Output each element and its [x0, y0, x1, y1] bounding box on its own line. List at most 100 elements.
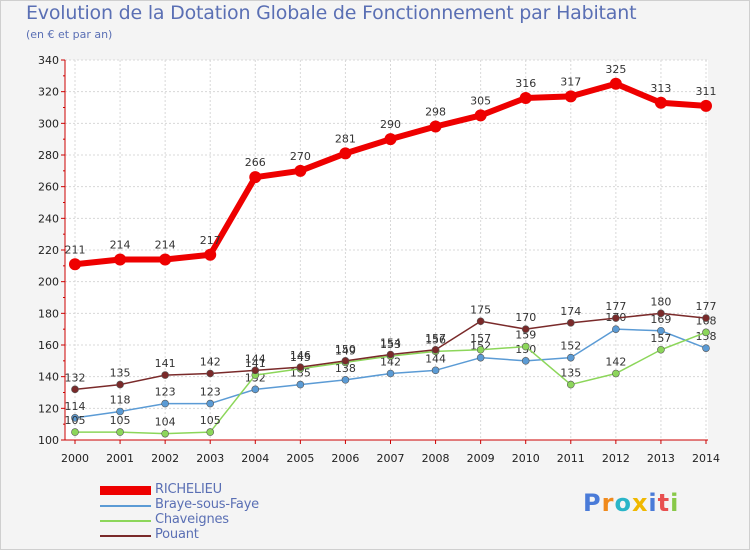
y-tick-label: 340 [38, 54, 59, 67]
y-tick-label: 240 [38, 212, 59, 225]
x-tick-label: 2007 [377, 452, 405, 465]
data-label: 123 [200, 386, 221, 399]
y-tick-label: 160 [38, 339, 59, 352]
data-point [700, 99, 712, 112]
data-label: 152 [560, 340, 581, 353]
x-tick-label: 2003 [196, 452, 224, 465]
data-label: 313 [650, 82, 671, 95]
y-tick-label: 120 [38, 402, 59, 415]
data-label: 141 [245, 357, 266, 370]
data-label: 214 [155, 239, 176, 252]
data-label: 175 [470, 303, 491, 316]
legend-swatch [100, 505, 151, 507]
y-tick-label: 100 [38, 434, 59, 447]
data-label: 180 [650, 295, 671, 308]
legend-item: Chaveignes [100, 512, 340, 528]
data-point [251, 385, 260, 394]
series-richelieu: 211 214 214 217 266 270 281 290 298 305 316 317 325 3… [65, 63, 717, 271]
data-label: 123 [155, 386, 176, 399]
data-point [431, 345, 440, 354]
data-label: 177 [605, 300, 626, 313]
data-label: 174 [560, 305, 581, 318]
x-tick-label: 2013 [647, 452, 675, 465]
data-point [702, 344, 710, 352]
y-tick-label: 300 [38, 117, 59, 130]
data-label: 114 [65, 400, 86, 413]
data-label: 105 [110, 414, 131, 427]
x-tick-label: 2008 [422, 452, 450, 465]
x-tick-label: 2010 [512, 452, 540, 465]
x-tick-label: 2005 [286, 452, 314, 465]
data-label: 157 [650, 332, 671, 345]
x-tick-label: 2014 [692, 452, 720, 465]
logo-letter: r [601, 489, 615, 517]
data-point [429, 120, 442, 133]
x-tick-label: 2001 [106, 452, 134, 465]
data-point [341, 376, 350, 384]
data-point [71, 385, 79, 394]
data-label: 144 [425, 352, 446, 365]
data-point [521, 357, 530, 365]
data-label: 144 [245, 352, 266, 365]
logo-letter: i [670, 489, 680, 517]
data-point [296, 363, 305, 371]
data-point [657, 326, 665, 335]
data-point [71, 428, 79, 436]
data-label: 145 [290, 351, 311, 364]
data-point [564, 90, 577, 103]
y-tick-label: 140 [38, 371, 59, 384]
data-point [476, 345, 485, 354]
data-point [161, 371, 169, 379]
y-tick-label: 220 [38, 244, 59, 257]
data-label: 170 [515, 311, 536, 324]
data-label: 290 [380, 118, 401, 131]
data-label: 150 [335, 343, 356, 356]
data-point [161, 429, 169, 438]
legend-swatch [100, 486, 151, 495]
series-pouant: 132 135 141 142 144 146 150 154 157 175 170 174 177 1… [65, 295, 717, 394]
data-label: 104 [155, 416, 176, 429]
data-point [476, 353, 485, 362]
data-label: 159 [515, 329, 536, 342]
data-label: 153 [380, 338, 401, 351]
data-label: 211 [65, 243, 86, 256]
data-point [612, 314, 620, 322]
data-point [566, 380, 575, 389]
data-point [116, 428, 124, 436]
data-point [114, 253, 127, 266]
data-label: 325 [605, 63, 626, 76]
logo-letter: t [657, 489, 671, 517]
proxiti-logo: Proxiti [583, 489, 679, 517]
data-label: 142 [200, 356, 221, 369]
data-point [654, 96, 667, 109]
legend-label: RICHELIEU [155, 482, 222, 497]
data-point [609, 77, 622, 90]
x-tick-label: 2009 [467, 452, 495, 465]
data-label: 135 [110, 367, 131, 380]
data-label: 146 [290, 349, 311, 362]
data-label: 149 [335, 344, 356, 357]
data-point [294, 164, 307, 177]
data-point [384, 133, 397, 146]
data-point [206, 369, 215, 378]
data-point [296, 380, 305, 389]
data-label: 169 [650, 313, 671, 326]
logo-letter: i [648, 489, 658, 517]
data-point [339, 147, 352, 160]
data-point [341, 357, 350, 365]
data-label: 270 [290, 150, 311, 163]
chart-title: Evolution de la Dotation Globale de Fonc… [26, 2, 637, 24]
y-tick-label: 280 [38, 149, 59, 162]
x-tick-label: 2006 [331, 452, 359, 465]
legend-item: Pouant [100, 527, 340, 543]
data-label: 142 [380, 356, 401, 369]
data-label: 132 [65, 371, 86, 384]
data-point [702, 314, 710, 322]
data-point [612, 325, 620, 333]
data-point [521, 325, 530, 333]
y-tick-label: 260 [38, 181, 59, 194]
data-point [386, 369, 395, 378]
data-label: 156 [425, 333, 446, 346]
data-point [612, 369, 620, 378]
data-point [476, 317, 485, 326]
